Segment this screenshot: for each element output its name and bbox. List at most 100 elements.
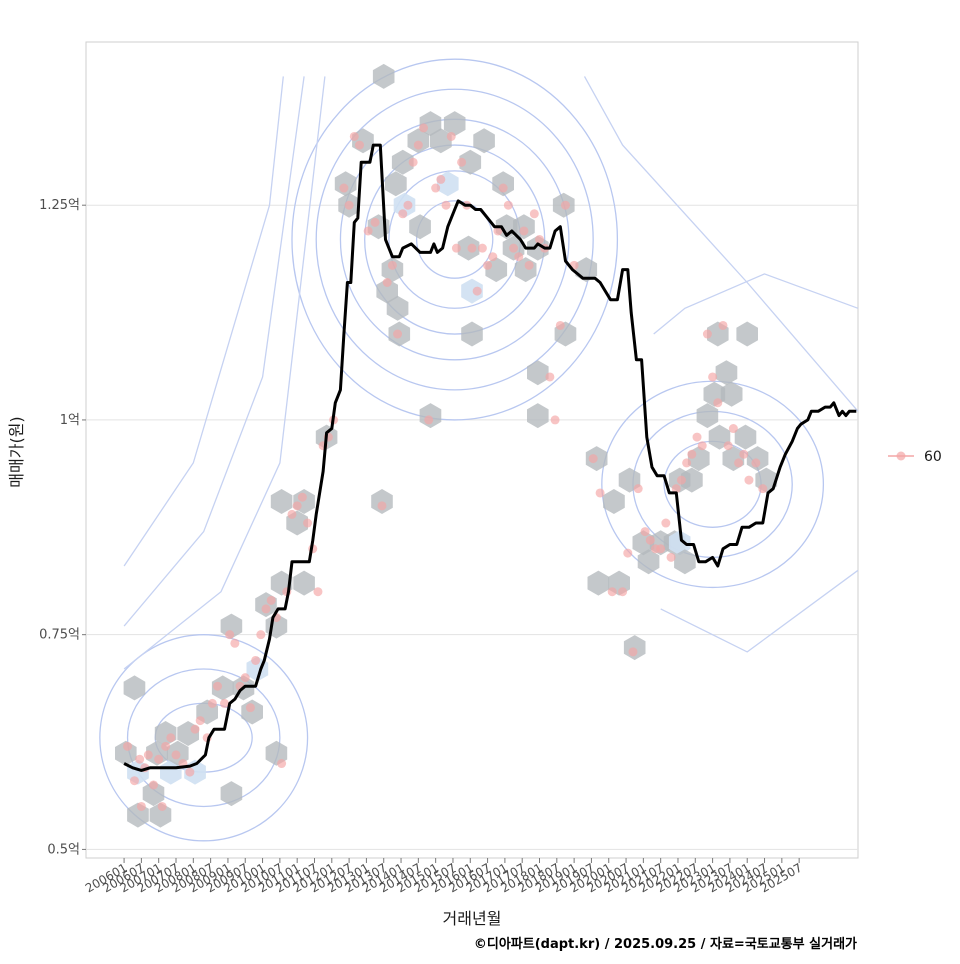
data-point [339,183,349,193]
hexbin-cell [160,759,182,785]
data-point [550,415,560,425]
data-point [225,630,235,640]
hexbin-cell [674,549,696,575]
data-point [403,200,413,210]
data-point [382,278,392,288]
data-point [509,243,519,253]
data-point [524,260,534,270]
data-point [261,604,271,614]
data-point [503,200,513,210]
data-point [623,548,633,558]
hexbin-cell [603,489,625,514]
hexbin-cell [668,530,691,556]
legend-key-point [896,451,906,461]
data-point [718,320,728,330]
data-point [195,716,205,726]
hexbin-cell [681,467,703,493]
data-point [129,776,139,786]
data-point [545,372,555,382]
trend-line-layer [123,143,857,772]
data-point [240,673,250,683]
legend: 60 [888,449,942,465]
trend-line [123,143,857,772]
hexbin-cell [734,424,757,450]
data-point [292,501,302,511]
data-point [166,733,176,743]
density-contour [126,668,281,808]
data-point [645,535,655,545]
data-point [682,458,692,468]
data-point [618,587,628,597]
density-contour-band [583,76,859,412]
data-point [708,372,718,382]
density-contour-band [123,76,326,670]
data-point [713,398,723,408]
data-point [446,131,456,141]
data-point [408,157,418,167]
data-point [498,183,508,193]
hexbin-cell [372,63,395,89]
data-point [661,518,671,528]
hexbin-cell [715,360,738,386]
data-point [185,767,195,777]
data-point [287,509,297,519]
density-contours [99,58,859,842]
data-point [213,681,223,691]
density-contour [364,144,546,335]
data-point [419,123,429,133]
hexbin-cell [473,128,495,154]
hexbin-cell [587,570,610,596]
source-caption: ©디아파트(dapt.kr) / 2025.09.25 / 자료=국토교통부 실… [474,936,857,952]
data-point [157,801,167,811]
y-axis-title: 매매가(원) [7,416,26,487]
data-point [303,518,313,528]
data-point [493,226,503,236]
data-point [723,441,733,451]
data-point [702,329,712,339]
hexbin-layer [115,63,778,828]
data-point [277,759,287,769]
data-point [387,260,397,270]
density-contour-band [123,76,305,627]
y-tick-label: 1억 [60,413,80,428]
data-point [136,801,146,811]
hexbin-cell [386,295,409,321]
data-point [514,252,524,262]
density-contour [99,634,309,842]
data-point [393,329,403,339]
data-point [230,638,240,648]
data-point [751,458,761,468]
data-point [413,140,423,150]
data-point [451,243,461,253]
data-point [640,527,650,537]
data-point [692,432,702,442]
hexbin-cell [527,403,549,429]
data-point [154,754,164,764]
data-point [266,595,276,605]
data-point [354,140,364,150]
hexbin-cell [391,149,414,175]
data-point [441,200,451,210]
data-point [477,243,487,253]
hexbin-cell [637,549,660,575]
data-point [424,415,434,425]
data-point [628,647,638,657]
hexbin-cell [461,321,483,347]
scatter-points [123,123,768,811]
data-point [488,252,498,262]
legend-label: 60 [924,449,942,465]
data-point [656,544,666,554]
data-point [671,484,681,494]
hexbin-cell [430,128,452,154]
data-point [171,750,181,760]
density-contour [415,200,494,279]
data-point [519,226,529,236]
y-axis-ticks: 0.5억 0.75억 1억 1.25억 [39,198,86,857]
hexbin-cell [211,675,234,701]
hexbin-cell [123,675,146,701]
data-point [734,458,744,468]
hexbin-cell [220,781,243,807]
density-contour-band [653,273,859,335]
